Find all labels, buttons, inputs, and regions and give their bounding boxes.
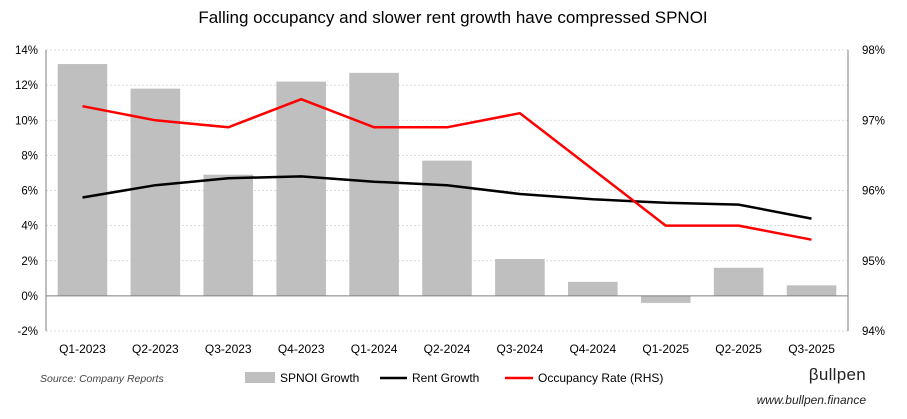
- bar-q1-2024: [349, 72, 399, 296]
- category-label: Q2-2023: [132, 342, 179, 356]
- left-tick-label: 12%: [15, 80, 38, 92]
- right-tick-label: 95%: [862, 256, 885, 268]
- left-tick-label: 10%: [15, 115, 38, 127]
- x-axis-ticks: Q1-2023 Q2-2023 Q3-2023 Q4-2023 Q1-2024 Q2-20…: [59, 342, 835, 356]
- legend-label-spnoi: SPNOI Growth: [280, 371, 359, 385]
- left-tick-label: 6%: [21, 186, 38, 198]
- category-label: Q2-2025: [715, 342, 762, 356]
- left-tick-label: -2%: [18, 326, 38, 338]
- bar-q1-2023: [57, 64, 108, 296]
- chart-title: Falling occupancy and slower rent growth…: [198, 8, 707, 27]
- bar-q3-2023: [203, 174, 254, 296]
- occupancy-rate-rhs-line: [82, 97, 812, 241]
- legend-label-occupancy: Occupancy Rate (RHS): [538, 371, 663, 385]
- line-series: [82, 97, 812, 241]
- bar-q2-2023: [130, 88, 181, 296]
- left-tick-label: 2%: [21, 256, 38, 268]
- bar-q2-2025: [713, 267, 764, 296]
- source-note: Source: Company Reports: [40, 373, 164, 385]
- left-axis-ticks: -2% 0% 2% 4% 6% 8% 10% 12% 14%: [15, 45, 38, 338]
- category-label: Q3-2024: [497, 342, 544, 356]
- legend: SPNOI Growth Rent Growth Occupancy Rate (R…: [245, 371, 663, 385]
- bar-q2-2024: [422, 160, 472, 296]
- left-tick-label: 4%: [21, 221, 38, 233]
- legend-label-rent: Rent Growth: [412, 371, 479, 385]
- right-axis-ticks: 94% 95% 96% 97% 98%: [862, 45, 885, 338]
- bar-q3-2024: [495, 258, 545, 296]
- right-tick-label: 94%: [862, 326, 885, 338]
- category-label: Q1-2024: [351, 342, 398, 356]
- category-label: Q1-2023: [59, 342, 106, 356]
- bar-q4-2024: [568, 281, 618, 296]
- category-label: Q2-2024: [424, 342, 471, 356]
- brand-url: www.bullpen.finance: [757, 393, 867, 407]
- left-tick-label: 14%: [15, 45, 38, 57]
- bar-q4-2023: [276, 81, 326, 296]
- left-tick-label: 8%: [21, 150, 38, 162]
- right-tick-label: 98%: [862, 45, 885, 57]
- rent-growth-line: [82, 175, 812, 220]
- brand-logo: βullpen: [809, 365, 866, 384]
- category-label: Q4-2024: [569, 342, 616, 356]
- category-label: Q1-2025: [642, 342, 689, 356]
- category-label: Q4-2023: [278, 342, 325, 356]
- bar-q3-2025: [786, 285, 837, 296]
- bar-series: [57, 64, 837, 303]
- left-tick-label: 0%: [21, 291, 38, 303]
- legend-swatch-spnoi: [245, 372, 275, 383]
- right-tick-label: 97%: [862, 115, 885, 127]
- right-tick-label: 96%: [862, 186, 885, 198]
- category-label: Q3-2025: [788, 342, 835, 356]
- category-label: Q3-2023: [205, 342, 252, 356]
- bar-q1-2025: [640, 295, 691, 303]
